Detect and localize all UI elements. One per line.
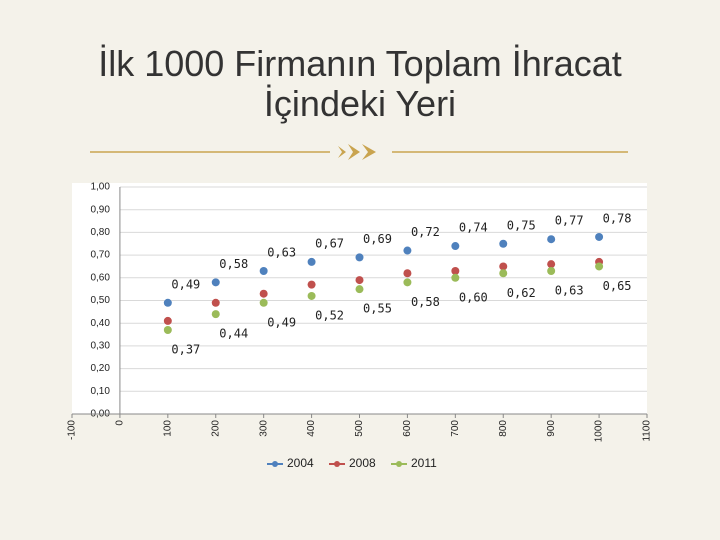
value-label: 0,77: [555, 214, 584, 228]
point: [259, 289, 268, 298]
value-label: 0,63: [267, 245, 296, 259]
x-tick-label: 1000: [594, 420, 605, 443]
point: [355, 285, 364, 294]
chart-title: İlk 1000 Firmanın Toplam İhracat İçindek…: [98, 43, 622, 124]
y-tick-label: 0,60: [90, 272, 110, 283]
value-label: 0,37: [171, 343, 200, 357]
x-tick-label: 200: [210, 420, 221, 437]
value-label: 0,69: [363, 232, 392, 246]
value-label: 0,58: [411, 295, 440, 309]
x-tick-label: 400: [306, 420, 317, 437]
point: [595, 232, 604, 241]
legend-label: 2011: [411, 456, 437, 470]
y-tick-label: 0,50: [90, 295, 110, 306]
x-tick-label: 300: [258, 420, 269, 437]
y-tick-label: 0,10: [90, 386, 110, 397]
value-label: 0,62: [507, 286, 536, 300]
point: [499, 239, 508, 248]
point: [259, 298, 268, 307]
series: [163, 262, 604, 335]
point: [355, 276, 364, 285]
decor-icon: [338, 144, 376, 160]
point: [163, 326, 172, 335]
value-label: 0,78: [603, 211, 632, 225]
y-tick-label: 0,90: [90, 204, 110, 215]
x-tick-label: 700: [450, 420, 461, 437]
value-label: 0,74: [459, 221, 488, 235]
value-label: 0,49: [267, 315, 296, 329]
point: [307, 291, 316, 300]
value-label: 0,49: [171, 277, 200, 291]
value-label: 0,75: [507, 218, 536, 232]
legend-label: 2004: [287, 456, 314, 470]
x-tick-label: 1100: [642, 420, 653, 442]
y-tick-label: 0,40: [90, 318, 110, 329]
y-tick-label: 0,30: [90, 341, 110, 352]
point: [403, 246, 412, 255]
point: [451, 266, 460, 275]
point: [259, 266, 268, 275]
series: [163, 232, 604, 307]
value-label: 0,58: [219, 257, 248, 271]
point: [307, 280, 316, 289]
point: [499, 262, 508, 271]
x-tick-label: 500: [354, 420, 365, 437]
y-tick-label: 1,00: [90, 182, 110, 193]
plot-area: [72, 183, 647, 414]
point: [211, 310, 220, 319]
x-tick-label: 0: [115, 420, 126, 426]
value-label: 0,72: [411, 225, 440, 239]
x-tick-label: 600: [402, 420, 413, 437]
point: [355, 253, 364, 262]
point: [403, 269, 412, 278]
point: [403, 278, 412, 287]
point: [499, 269, 508, 278]
x-tick-label: -100: [67, 420, 78, 440]
x-tick-label: 100: [162, 420, 173, 437]
legend-marker: [396, 461, 402, 467]
point: [595, 262, 604, 271]
point: [547, 260, 556, 269]
point: [211, 298, 220, 307]
point: [163, 298, 172, 307]
legend-marker: [334, 461, 340, 467]
point: [163, 316, 172, 325]
legend-label: 2008: [349, 456, 376, 470]
value-label: 0,52: [315, 308, 344, 322]
value-label: 0,65: [603, 279, 632, 293]
point: [211, 278, 220, 287]
value-label: 0,60: [459, 290, 488, 304]
legend-marker: [272, 461, 278, 467]
y-tick-label: 0,80: [90, 227, 110, 238]
value-label: 0,55: [363, 302, 392, 316]
x-tick-label: 800: [498, 420, 509, 437]
point: [547, 235, 556, 244]
y-tick-label: 0,70: [90, 250, 110, 261]
point: [451, 242, 460, 251]
point: [451, 273, 460, 282]
value-label: 0,63: [555, 283, 584, 297]
value-label: 0,44: [219, 327, 248, 341]
point: [547, 266, 556, 275]
y-tick-label: 0,20: [90, 363, 110, 374]
value-label: 0,67: [315, 236, 344, 250]
x-tick-label: 900: [546, 420, 557, 437]
point: [307, 257, 316, 266]
